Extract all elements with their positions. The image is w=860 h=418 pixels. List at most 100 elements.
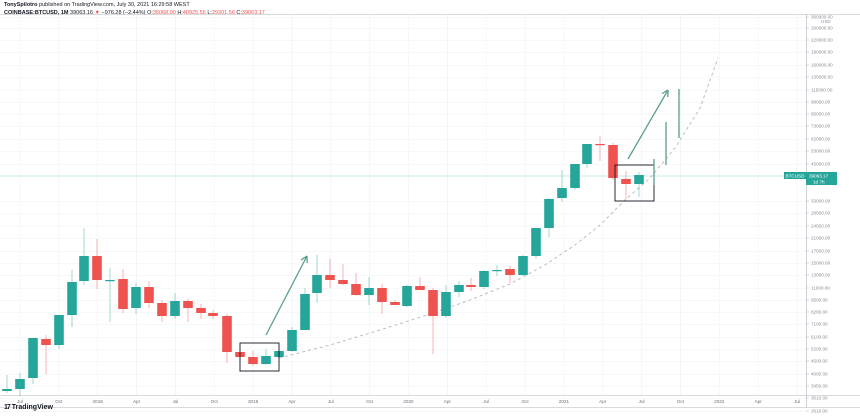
chart-header: TonySpilotro published on TradingView.co…	[4, 1, 265, 17]
tradingview-logo[interactable]: 17 TradingView	[4, 404, 53, 411]
candle	[518, 255, 528, 276]
candle	[183, 299, 193, 322]
candle-body	[312, 275, 322, 293]
candle-body	[582, 144, 592, 164]
candle	[377, 284, 387, 314]
price-tick-label: 190000.00	[811, 50, 833, 55]
candles	[2, 136, 644, 396]
candle-body	[287, 330, 297, 351]
time-tick-label: 2020	[403, 399, 414, 404]
time-tick-label: Jul	[328, 399, 334, 404]
candle-body	[454, 285, 464, 292]
time-tick-label: Oct	[211, 399, 219, 404]
price-tick-label: 45000.00	[811, 162, 831, 167]
candle	[621, 171, 631, 199]
candle-body	[28, 338, 38, 378]
candle	[79, 228, 89, 285]
time-tick-label: Oct	[521, 399, 529, 404]
time-tick-label: Oct	[366, 399, 374, 404]
close-value: 39063.17	[241, 10, 265, 16]
candle	[312, 255, 322, 303]
candle	[325, 259, 335, 288]
candle	[261, 349, 271, 365]
candle-body	[67, 282, 77, 315]
time-tick-label: Apr	[444, 399, 452, 404]
time-tick-label: Apr	[288, 399, 296, 404]
low-value: 29301.56	[211, 10, 235, 16]
open-value: 35068.00	[152, 10, 176, 16]
close-label: C:	[236, 10, 242, 16]
candle	[570, 164, 580, 190]
time-tick-label: 2021	[559, 399, 570, 404]
time-tick-label: Jul	[17, 399, 23, 404]
price-tick-label: 8200.00	[811, 310, 828, 315]
candle-body	[557, 188, 567, 198]
price-tick-label: 160000.00	[811, 63, 833, 68]
candle-body	[338, 280, 348, 284]
candle-body	[144, 287, 154, 303]
price-axis[interactable]: 300000.00 260000.00 220000.00 190000.00 1600…	[806, 15, 833, 414]
price-tick-label: 99000.00	[811, 100, 831, 105]
candle	[222, 314, 232, 363]
candle-body	[15, 379, 25, 389]
dashed-curve-line	[278, 57, 719, 359]
time-axis[interactable]: Jul Oct 2018 Apr Jul Oct 2019 Apr Jul Oct 2020 Apr J…	[17, 399, 800, 404]
candle-body	[105, 280, 115, 282]
candle	[582, 144, 592, 168]
candle	[157, 300, 167, 322]
symbol-line: COINBASE:BTCUSD, 1M 39063.16 ▼ −976.28 (…	[4, 9, 265, 17]
price-tick-label: 3010.00	[811, 396, 828, 401]
tradingview-logo-text: TradingView	[11, 404, 53, 411]
time-tick-label: Oct	[55, 399, 63, 404]
candle-body	[183, 301, 193, 308]
arrow-head-icon	[661, 89, 669, 95]
candle	[28, 338, 38, 384]
chart-frame	[0, 14, 860, 408]
open-label: O:	[147, 10, 153, 16]
candle	[492, 265, 502, 276]
candle-body	[595, 144, 605, 146]
currency-label: USD	[821, 19, 831, 24]
candle-body	[531, 228, 541, 256]
price-tick-label: 28500.00	[811, 211, 831, 216]
price-tick-label: 62000.00	[811, 137, 831, 142]
candle	[208, 310, 218, 319]
candle-body	[196, 308, 206, 313]
candle-body	[608, 145, 618, 178]
candle-body	[170, 301, 180, 316]
candle	[144, 281, 154, 308]
candle-body	[570, 164, 580, 188]
projection-arrow	[627, 89, 669, 160]
candle-body	[41, 339, 51, 345]
price-tick-label: 6100.00	[811, 335, 828, 340]
time-tick-label: 2019	[248, 399, 259, 404]
candle-body	[518, 256, 528, 275]
candle	[402, 285, 412, 307]
price-tick-label: 220000.00	[811, 38, 833, 43]
candle-body	[157, 303, 167, 316]
candle-body	[466, 285, 476, 287]
last-price: 39063.16	[70, 10, 93, 16]
price-tag-value: 39063.17	[809, 174, 829, 179]
grid-lines	[0, 15, 806, 412]
candle-body	[634, 175, 644, 184]
price-tick-label: 3450.00	[811, 384, 828, 389]
candle-body	[364, 288, 374, 295]
author-name[interactable]: TonySpilotro	[4, 2, 38, 8]
price-tick-label: 24500.00	[811, 224, 831, 229]
time-tick-label: Apr	[133, 399, 141, 404]
candle	[248, 351, 258, 366]
candle	[479, 270, 489, 289]
candle-body	[222, 316, 232, 352]
publish-line: TonySpilotro published on TradingView.co…	[4, 1, 265, 9]
low-label: L:	[207, 10, 212, 16]
time-tick-label: 2018	[93, 399, 104, 404]
candle	[131, 283, 141, 314]
candle	[105, 268, 115, 322]
candle-body	[415, 286, 425, 290]
candle	[428, 288, 438, 354]
annotations	[239, 89, 680, 372]
price-tick-label: 11000.00	[811, 286, 830, 291]
price-tag-box	[806, 172, 837, 185]
